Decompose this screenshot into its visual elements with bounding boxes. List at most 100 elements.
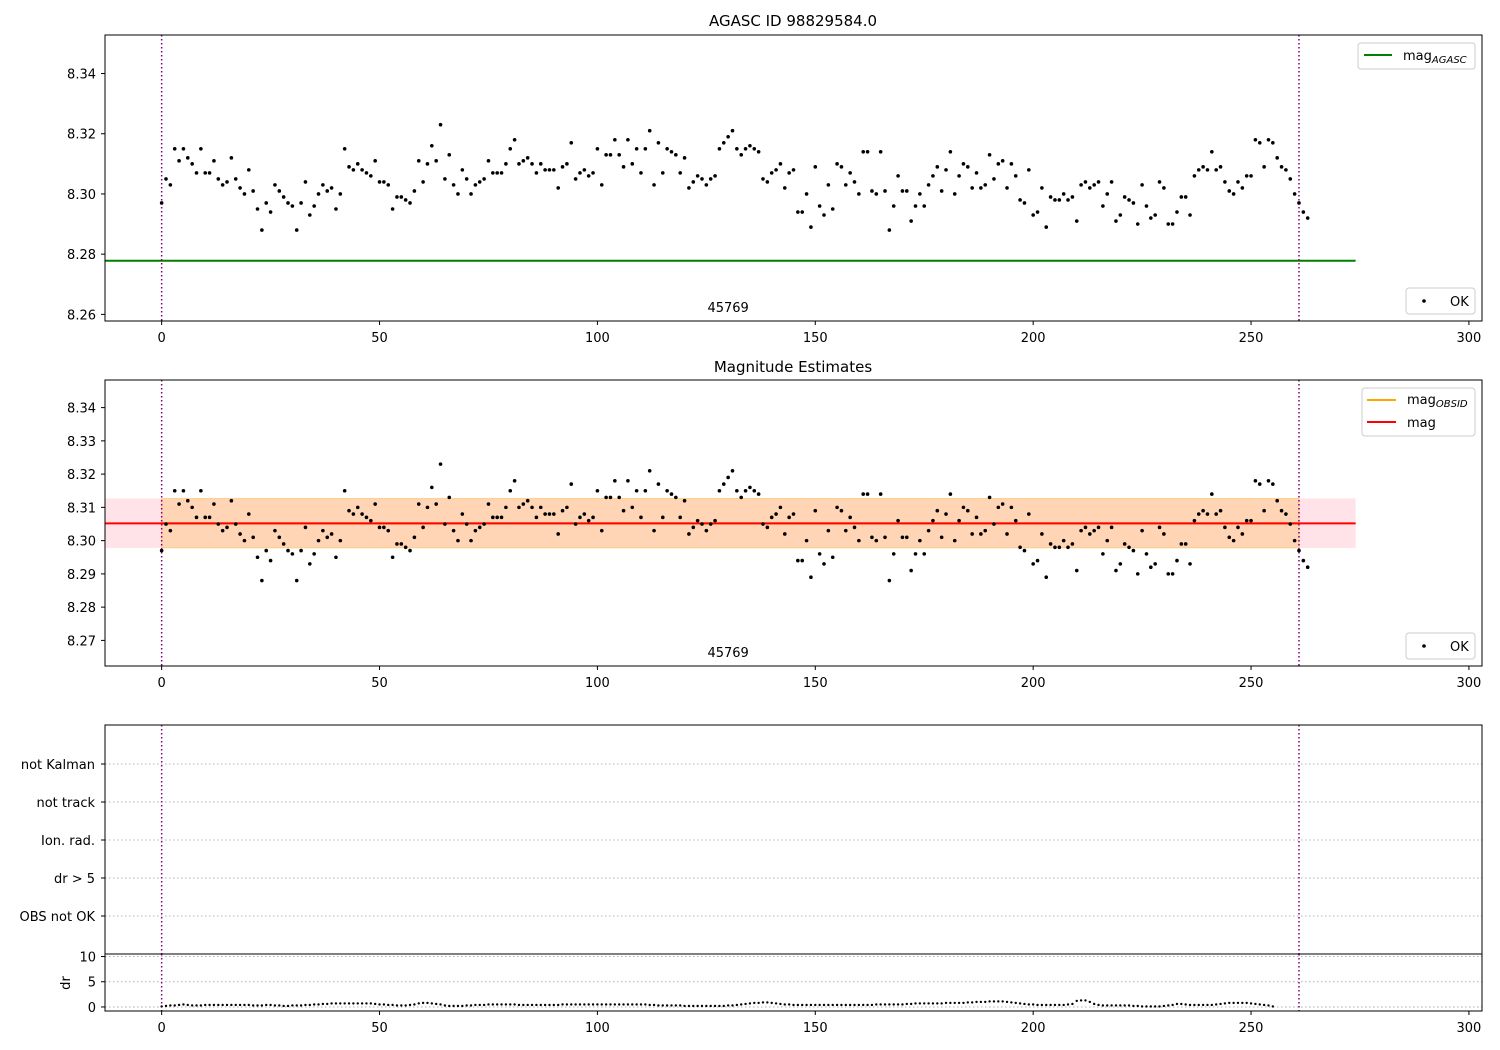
dr-point bbox=[783, 1003, 786, 1006]
agasc-point bbox=[800, 210, 805, 214]
agasc-point bbox=[1035, 210, 1040, 214]
dr-point bbox=[1036, 1003, 1039, 1007]
estimate-point bbox=[477, 525, 482, 530]
estimate-point bbox=[486, 502, 491, 506]
agasc-point bbox=[739, 153, 744, 157]
dr-point bbox=[1201, 1003, 1205, 1007]
agasc-point bbox=[926, 183, 931, 187]
dr-point bbox=[408, 1003, 412, 1007]
dr-point bbox=[243, 1003, 246, 1007]
agasc-point bbox=[164, 177, 168, 181]
agasc-point bbox=[281, 195, 286, 199]
dr-ytick: 0 bbox=[88, 1001, 96, 1016]
agasc-point bbox=[704, 183, 709, 187]
dr-point bbox=[735, 1003, 739, 1007]
agasc-point bbox=[334, 207, 338, 211]
estimates-xtick: 250 bbox=[1239, 676, 1264, 691]
dr-point bbox=[909, 1002, 913, 1006]
estimate-point bbox=[1027, 512, 1031, 516]
dr-point bbox=[295, 1004, 298, 1007]
estimate-point bbox=[1162, 532, 1166, 536]
estimate-point bbox=[713, 518, 717, 523]
agasc-point bbox=[229, 156, 234, 160]
dr-point bbox=[1241, 1001, 1244, 1005]
agasc-point bbox=[935, 165, 940, 169]
agasc-point bbox=[1175, 210, 1179, 214]
agasc-point bbox=[987, 153, 992, 157]
agasc-point bbox=[900, 189, 905, 193]
estimate-point bbox=[613, 478, 617, 483]
agasc-point bbox=[974, 171, 979, 175]
agasc-point bbox=[451, 183, 456, 187]
dr-point bbox=[230, 1003, 233, 1007]
agasc-point bbox=[830, 207, 835, 211]
agasc-point bbox=[1009, 162, 1014, 166]
dr-point bbox=[879, 1003, 882, 1006]
agasc-point bbox=[1079, 183, 1083, 187]
estimate-point bbox=[534, 515, 539, 520]
dr-point bbox=[282, 1004, 285, 1008]
estimate-point bbox=[922, 552, 927, 556]
estimate-point bbox=[687, 532, 691, 536]
dr-point bbox=[822, 1003, 826, 1007]
estimate-point bbox=[1257, 482, 1262, 486]
estimate-point bbox=[203, 515, 208, 520]
dr-point bbox=[387, 1003, 390, 1007]
estimates-xtick: 300 bbox=[1457, 676, 1482, 691]
dr-point bbox=[1249, 1002, 1253, 1005]
dr-point bbox=[1267, 1004, 1270, 1007]
agasc-point bbox=[1284, 168, 1288, 172]
estimate-point bbox=[957, 518, 961, 523]
dr-point bbox=[744, 1002, 747, 1006]
estimate-point bbox=[469, 538, 473, 543]
agasc-point bbox=[203, 171, 208, 175]
dr-point bbox=[360, 1002, 364, 1005]
agasc-point bbox=[1266, 137, 1271, 142]
agasc-point bbox=[669, 150, 674, 154]
estimate-point bbox=[172, 488, 177, 493]
estimate-point bbox=[1000, 502, 1005, 506]
dr-point bbox=[1001, 1000, 1004, 1003]
dr-point bbox=[365, 1002, 368, 1005]
agasc-point bbox=[843, 183, 848, 187]
dr-point bbox=[914, 1002, 917, 1005]
dr-point bbox=[687, 1004, 691, 1008]
agasc-point bbox=[726, 134, 730, 139]
estimate-point bbox=[1074, 568, 1079, 573]
estimate-point bbox=[1205, 512, 1210, 516]
dr-point bbox=[247, 1003, 251, 1007]
agasc-point bbox=[360, 168, 364, 172]
dr-point bbox=[679, 1004, 682, 1007]
estimate-point bbox=[1053, 545, 1057, 550]
agasc-point bbox=[460, 168, 465, 172]
dr-point bbox=[1045, 1003, 1048, 1007]
agasc-point bbox=[904, 189, 909, 193]
agasc-point bbox=[883, 189, 887, 193]
dr-point bbox=[1232, 1001, 1235, 1005]
estimate-point bbox=[1297, 548, 1301, 553]
agasc-legend-bottom: OK bbox=[1405, 287, 1476, 315]
agasc-point bbox=[700, 177, 704, 181]
agasc-point bbox=[621, 165, 626, 169]
estimate-point bbox=[377, 525, 382, 530]
estimate-point bbox=[843, 528, 848, 533]
dr-point bbox=[312, 1003, 316, 1006]
dr-point bbox=[1018, 1002, 1022, 1005]
agasc-point bbox=[477, 180, 482, 184]
estimate-point bbox=[1288, 522, 1293, 526]
agasc-point bbox=[918, 192, 922, 196]
agasc-point bbox=[992, 177, 996, 181]
agasc-point bbox=[251, 189, 255, 193]
estimate-point bbox=[1305, 565, 1310, 570]
estimate-point bbox=[909, 568, 913, 573]
dr-point bbox=[848, 1003, 852, 1007]
dr-point bbox=[979, 1000, 983, 1004]
dr-point bbox=[1188, 1003, 1192, 1007]
agasc-point bbox=[1297, 201, 1301, 205]
agasc-point bbox=[874, 192, 879, 196]
dr-point bbox=[818, 1003, 821, 1007]
flag-obs-not-ok: OBS not OK bbox=[20, 910, 96, 925]
estimate-point bbox=[329, 532, 334, 536]
estimate-point bbox=[238, 532, 242, 536]
agasc-point bbox=[839, 165, 844, 169]
